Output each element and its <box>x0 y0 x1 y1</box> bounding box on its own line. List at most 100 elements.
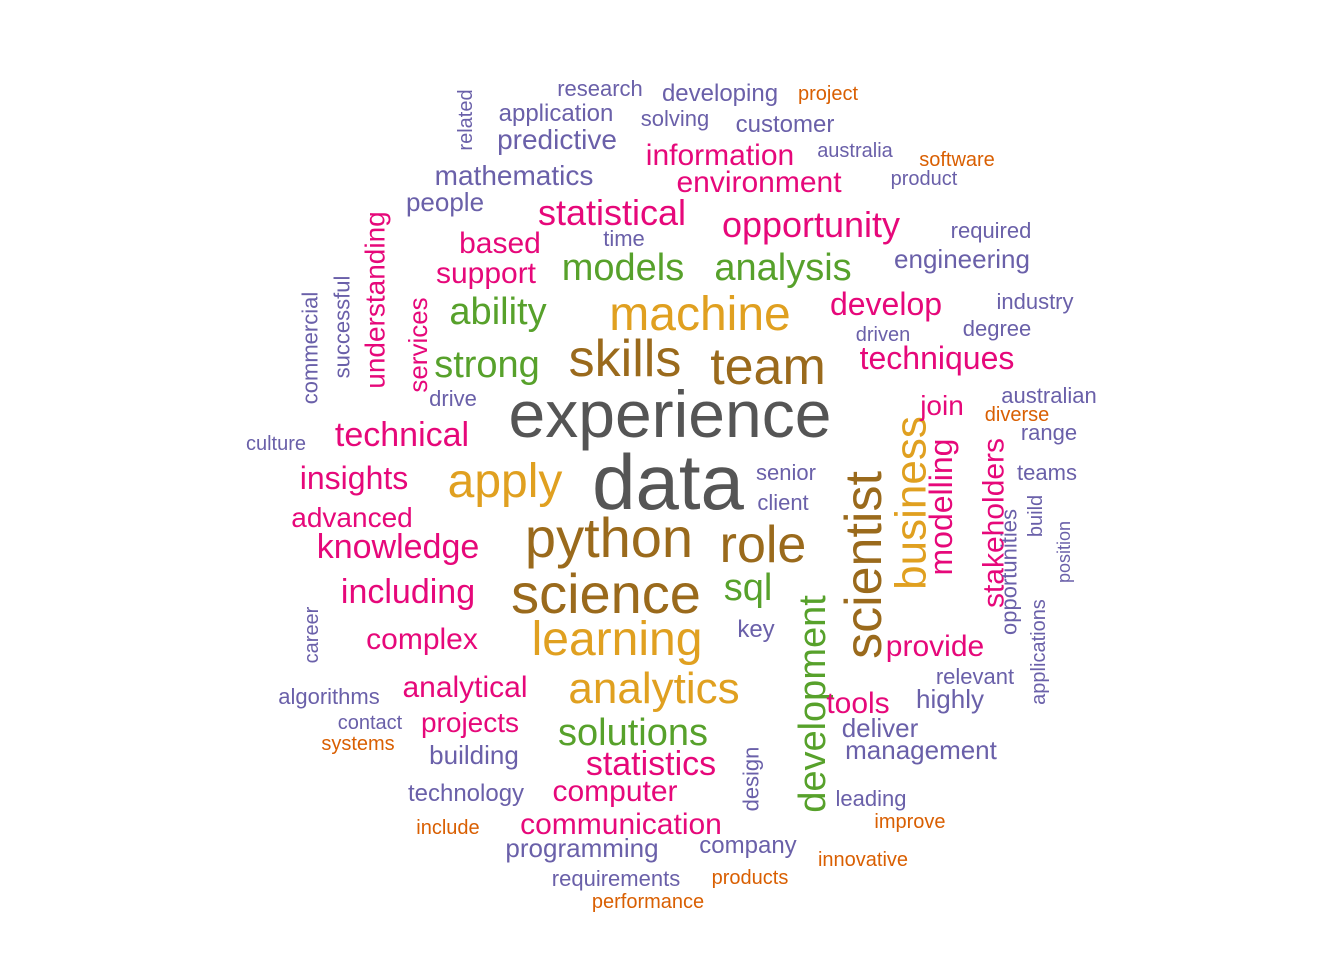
cloud-word-programming: programming <box>505 833 658 863</box>
cloud-word-required: required <box>951 218 1032 243</box>
cloud-word-strong: strong <box>434 344 540 386</box>
cloud-word-algorithms: algorithms <box>278 684 379 709</box>
cloud-word-software: software <box>919 149 995 171</box>
cloud-word-career: career <box>301 606 323 663</box>
cloud-word-build: build <box>1025 495 1047 537</box>
cloud-word-modelling: modelling <box>923 439 959 576</box>
cloud-word-technology: technology <box>408 780 524 807</box>
cloud-word-role: role <box>720 516 807 574</box>
cloud-word-statistics: statistics <box>586 745 716 783</box>
cloud-word-design: design <box>739 747 764 812</box>
cloud-word-improve: improve <box>874 811 945 833</box>
cloud-word-machine: machine <box>609 288 790 341</box>
cloud-word-sql: sql <box>724 567 773 609</box>
cloud-word-stakeholders: stakeholders <box>978 438 1011 608</box>
cloud-word-project: project <box>798 83 858 105</box>
cloud-word-industry: industry <box>996 289 1073 314</box>
cloud-word-support: support <box>436 257 537 290</box>
cloud-word-degree: degree <box>963 316 1032 341</box>
cloud-word-services: services <box>403 297 433 392</box>
cloud-word-apply: apply <box>448 455 563 508</box>
cloud-word-innovative: innovative <box>818 849 908 871</box>
cloud-word-australian: australian <box>1001 383 1096 408</box>
cloud-word-culture: culture <box>246 433 306 455</box>
cloud-word-business: business <box>887 416 936 590</box>
cloud-word-contact: contact <box>338 712 403 734</box>
cloud-word-leading: leading <box>836 786 907 811</box>
cloud-word-applications: applications <box>1028 599 1050 705</box>
cloud-word-experience: experience <box>509 377 832 451</box>
cloud-word-successful: successful <box>330 276 355 379</box>
cloud-word-tools: tools <box>826 687 889 720</box>
cloud-word-team: team <box>710 338 826 396</box>
cloud-word-skills: skills <box>569 330 682 388</box>
cloud-word-communication: communication <box>520 808 722 841</box>
cloud-word-client: client <box>757 490 808 515</box>
cloud-word-opportunity: opportunity <box>722 204 900 245</box>
cloud-word-technical: technical <box>335 416 469 454</box>
cloud-word-projects: projects <box>421 707 519 738</box>
cloud-word-analytical: analytical <box>402 671 527 704</box>
cloud-word-management: management <box>845 735 998 765</box>
cloud-word-ability: ability <box>449 291 546 333</box>
cloud-word-techniques: techniques <box>860 340 1015 376</box>
cloud-word-insights: insights <box>300 460 409 496</box>
cloud-word-systems: systems <box>321 733 394 755</box>
cloud-word-include: include <box>416 817 479 839</box>
cloud-word-drive: drive <box>429 386 477 411</box>
cloud-word-models: models <box>562 247 685 289</box>
cloud-word-python: python <box>525 506 693 569</box>
cloud-word-requirements: requirements <box>552 866 680 891</box>
cloud-word-application: application <box>499 100 614 127</box>
cloud-word-performance: performance <box>592 891 704 913</box>
cloud-word-provide: provide <box>886 630 984 663</box>
cloud-word-environment: environment <box>676 166 842 199</box>
cloud-word-highly: highly <box>916 684 984 714</box>
cloud-word-join: join <box>919 390 964 421</box>
cloud-word-people: people <box>406 187 484 217</box>
cloud-word-statistical: statistical <box>538 192 686 233</box>
cloud-word-scientist: scientist <box>835 471 893 659</box>
cloud-word-knowledge: knowledge <box>317 528 480 566</box>
cloud-word-teams: teams <box>1017 460 1077 485</box>
cloud-word-analytics: analytics <box>568 664 739 713</box>
cloud-word-relevant: relevant <box>936 664 1014 689</box>
cloud-word-commercial: commercial <box>298 292 323 404</box>
cloud-word-predictive: predictive <box>497 124 617 155</box>
cloud-word-company: company <box>699 832 796 859</box>
cloud-word-opportunities: opportunities <box>997 509 1022 635</box>
cloud-word-development: development <box>792 595 834 813</box>
cloud-word-research: research <box>557 76 643 101</box>
cloud-word-developing: developing <box>662 80 778 107</box>
cloud-word-deliver: deliver <box>842 713 919 743</box>
cloud-word-driven: driven <box>856 324 910 346</box>
cloud-word-engineering: engineering <box>894 244 1030 274</box>
cloud-word-mathematics: mathematics <box>435 160 594 191</box>
cloud-word-information: information <box>646 139 794 172</box>
cloud-word-advanced: advanced <box>291 502 412 533</box>
cloud-word-based: based <box>459 227 541 260</box>
cloud-word-time: time <box>603 226 645 251</box>
cloud-word-key: key <box>737 616 774 643</box>
cloud-word-australia: australia <box>817 140 893 162</box>
cloud-word-solving: solving <box>641 106 709 131</box>
cloud-word-including: including <box>341 573 475 611</box>
cloud-word-customer: customer <box>736 111 835 138</box>
cloud-word-position: position <box>1054 521 1074 583</box>
cloud-word-analysis: analysis <box>714 247 851 289</box>
cloud-word-range: range <box>1021 420 1077 445</box>
cloud-word-product: product <box>891 168 958 190</box>
cloud-word-science: science <box>511 562 701 625</box>
cloud-word-complex: complex <box>366 623 478 656</box>
cloud-word-learning: learning <box>532 613 703 666</box>
cloud-word-solutions: solutions <box>558 712 708 754</box>
cloud-word-senior: senior <box>756 460 816 485</box>
cloud-word-products: products <box>712 867 789 889</box>
cloud-word-develop: develop <box>830 286 942 322</box>
cloud-word-computer: computer <box>552 775 677 808</box>
cloud-word-related: related <box>455 89 477 150</box>
cloud-word-building: building <box>429 740 519 770</box>
cloud-word-understanding: understanding <box>360 211 391 388</box>
cloud-word-diverse: diverse <box>985 404 1049 426</box>
